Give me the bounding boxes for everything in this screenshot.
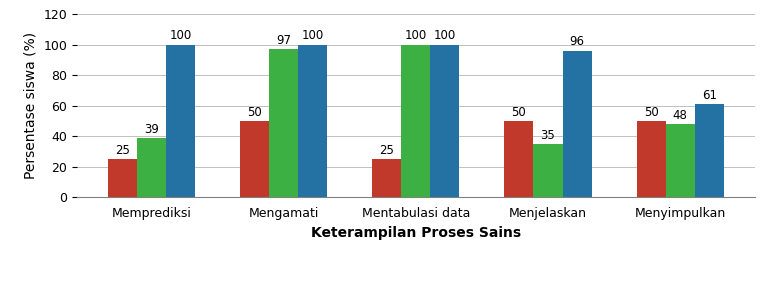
Text: 96: 96: [570, 36, 584, 49]
Bar: [504, 121, 534, 197]
Bar: [563, 51, 591, 197]
Text: 97: 97: [276, 34, 291, 47]
Bar: [372, 159, 401, 197]
Bar: [430, 45, 460, 197]
Text: 35: 35: [541, 129, 555, 142]
Text: 50: 50: [247, 106, 262, 119]
Bar: [665, 124, 695, 197]
Text: 100: 100: [302, 29, 324, 42]
Text: 100: 100: [405, 29, 427, 42]
Text: 48: 48: [673, 109, 688, 122]
Bar: [240, 121, 269, 197]
Text: 50: 50: [511, 106, 526, 119]
Bar: [269, 49, 298, 197]
Text: 61: 61: [701, 89, 717, 102]
X-axis label: Keterampilan Proses Sains: Keterampilan Proses Sains: [311, 226, 521, 240]
Text: 100: 100: [169, 29, 192, 42]
Bar: [637, 121, 665, 197]
Bar: [108, 159, 137, 197]
Y-axis label: Persentase siswa (%): Persentase siswa (%): [24, 32, 38, 179]
Bar: [137, 138, 166, 197]
Text: 100: 100: [434, 29, 456, 42]
Bar: [401, 45, 430, 197]
Text: 25: 25: [115, 144, 130, 157]
Bar: [534, 144, 563, 197]
Text: 39: 39: [144, 123, 159, 136]
Bar: [298, 45, 327, 197]
Text: 25: 25: [380, 144, 394, 157]
Text: 50: 50: [644, 106, 658, 119]
Bar: [695, 104, 724, 197]
Bar: [166, 45, 195, 197]
